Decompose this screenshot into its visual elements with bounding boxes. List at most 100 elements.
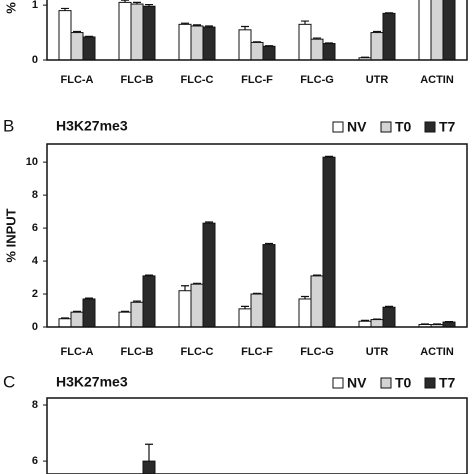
y-tick-label: 8 <box>32 189 38 201</box>
x-tick-label: FLC-C <box>181 346 214 358</box>
x-tick-label: FLC-F <box>241 74 273 86</box>
x-tick-label: FLC-B <box>121 346 154 358</box>
error-bar <box>61 317 69 319</box>
bar <box>238 29 252 60</box>
bar <box>382 306 396 327</box>
bar <box>70 311 84 327</box>
y-tick-label: 0 <box>32 321 38 333</box>
error-bar <box>73 30 81 33</box>
error-bar <box>361 319 369 322</box>
legend-swatch <box>424 377 436 389</box>
error-bar <box>253 292 261 295</box>
bar <box>118 311 132 327</box>
bar <box>370 32 384 60</box>
error-bar <box>385 12 393 14</box>
error-bar <box>145 274 153 276</box>
bar <box>358 320 372 327</box>
x-tick-label: FLC-A <box>61 74 94 86</box>
bars <box>142 443 156 474</box>
error-bar <box>241 25 249 30</box>
chart-title: H3K27me3 <box>56 118 128 134</box>
error-bar <box>361 56 369 58</box>
error-bar <box>181 22 189 25</box>
legend-swatch <box>424 121 436 133</box>
error-bar <box>325 42 333 44</box>
error-bar <box>265 45 273 47</box>
bar <box>82 298 96 327</box>
y-tick-label: 2 <box>32 288 38 300</box>
error-bar <box>181 285 189 291</box>
legend-label: NV <box>347 119 367 135</box>
bar <box>58 318 72 327</box>
bar <box>130 3 144 60</box>
y-tick-label: 4 <box>32 255 39 267</box>
legend-label: NV <box>347 375 367 391</box>
legend-swatch <box>332 121 344 133</box>
bar <box>142 275 156 327</box>
bar <box>262 244 276 327</box>
bar <box>370 319 384 327</box>
error-bar <box>145 443 153 462</box>
bar <box>178 290 192 327</box>
x-tick-label: FLC-A <box>61 346 94 358</box>
bar <box>322 156 336 327</box>
x-tick-label: ACTIN <box>420 74 454 86</box>
bar <box>298 298 312 327</box>
y-axis-label: % <box>3 2 18 14</box>
error-bar <box>205 25 213 28</box>
panel: B H3K27me3 % INPUT 0 2 4 6 8 10 FLC-A FLC-B FLC-C FL… <box>3 116 468 358</box>
bar <box>142 460 156 474</box>
bar <box>130 301 144 327</box>
legend-swatch <box>380 121 392 133</box>
error-bar <box>301 295 309 299</box>
error-bar <box>193 24 201 26</box>
bar <box>310 275 324 327</box>
y-tick-label: 0 <box>32 54 38 66</box>
bar <box>118 1 132 60</box>
error-bar <box>133 1 141 5</box>
bar <box>190 25 204 60</box>
bar <box>202 26 216 60</box>
bar <box>142 5 156 60</box>
bar <box>262 45 276 60</box>
bar <box>250 41 264 60</box>
panel-label: B <box>3 116 14 135</box>
bar <box>382 12 396 60</box>
legend-label: T0 <box>395 119 412 135</box>
y-tick-label: 1 <box>32 0 38 11</box>
bar <box>442 0 456 60</box>
bar <box>250 293 264 327</box>
error-bar <box>193 282 201 285</box>
error-bar <box>241 305 249 309</box>
bar <box>298 23 312 60</box>
legend-label: T7 <box>439 119 456 135</box>
error-bar <box>265 242 273 245</box>
x-tick-label: FLC-C <box>181 74 214 86</box>
x-tick-label: FLC-G <box>300 346 334 358</box>
error-bar <box>313 274 321 276</box>
y-tick-label: 10 <box>26 156 38 168</box>
y-tick-label: 8 <box>32 399 38 411</box>
x-tick-label: FLC-F <box>241 346 273 358</box>
x-tick-label: FLC-B <box>121 74 154 86</box>
error-bar <box>73 310 81 313</box>
bar <box>82 36 96 60</box>
x-tick-label: UTR <box>366 346 389 358</box>
bars <box>58 155 456 327</box>
bar <box>70 32 84 60</box>
bars <box>58 0 456 60</box>
legend-swatch <box>380 377 392 389</box>
bar <box>178 23 192 60</box>
error-bar <box>121 310 129 313</box>
y-axis-label: % INPUT <box>3 208 18 262</box>
chart-title: H3K27me3 <box>56 374 128 390</box>
y-tick-label: 6 <box>32 222 38 234</box>
x-tick-label: FLC-G <box>300 74 334 86</box>
panel: % 0 1 FLC-A FLC-B FLC-C FLC-F FLC-G UTR ACTIN <box>3 0 468 86</box>
error-bar <box>85 35 93 38</box>
bar <box>322 43 336 60</box>
bar <box>430 0 444 60</box>
bar <box>202 222 216 327</box>
error-bar <box>61 7 69 11</box>
